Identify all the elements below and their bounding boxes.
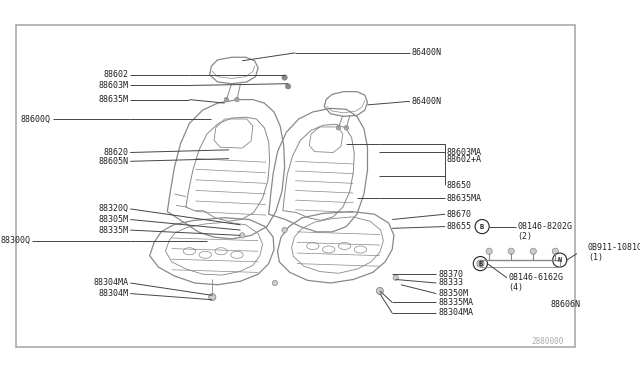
- Text: 88602: 88602: [104, 70, 129, 79]
- Text: N: N: [557, 257, 562, 263]
- Circle shape: [344, 126, 349, 130]
- Text: (1): (1): [588, 253, 603, 262]
- Text: 88602+A: 88602+A: [447, 155, 482, 164]
- Text: 0B911-1081G: 0B911-1081G: [588, 243, 640, 252]
- Circle shape: [477, 260, 484, 267]
- Text: 88300Q: 88300Q: [1, 236, 31, 245]
- Circle shape: [552, 248, 559, 254]
- Text: 88670: 88670: [447, 210, 472, 219]
- Text: 88655: 88655: [447, 222, 472, 231]
- Text: 88605N: 88605N: [99, 157, 129, 166]
- Text: 88635M: 88635M: [99, 95, 129, 104]
- Text: 88335MA: 88335MA: [438, 298, 473, 307]
- Circle shape: [336, 126, 340, 130]
- Text: (2): (2): [517, 232, 532, 241]
- Text: 88304MA: 88304MA: [438, 308, 473, 317]
- Text: 88650: 88650: [447, 181, 472, 190]
- Text: B: B: [478, 261, 483, 267]
- Text: 88350M: 88350M: [438, 289, 468, 298]
- Circle shape: [285, 84, 291, 89]
- Text: 08146-6162G: 08146-6162G: [509, 273, 564, 282]
- Text: 88370: 88370: [438, 270, 463, 279]
- Text: 88603M: 88603M: [99, 81, 129, 90]
- Circle shape: [209, 294, 216, 301]
- Circle shape: [530, 248, 536, 254]
- Circle shape: [376, 288, 383, 295]
- Circle shape: [224, 97, 228, 102]
- Text: 88305M: 88305M: [99, 215, 129, 224]
- Text: 88603MA: 88603MA: [447, 148, 482, 157]
- Circle shape: [508, 248, 515, 254]
- Text: B: B: [480, 224, 484, 230]
- Text: 88304MA: 88304MA: [93, 279, 129, 288]
- Circle shape: [486, 248, 492, 254]
- Text: (4): (4): [509, 283, 524, 292]
- Text: 86400N: 86400N: [412, 97, 442, 106]
- Circle shape: [239, 233, 245, 238]
- Text: 88333: 88333: [438, 279, 463, 288]
- Circle shape: [393, 275, 398, 280]
- Text: 88335M: 88335M: [99, 225, 129, 235]
- Text: 88320Q: 88320Q: [99, 205, 129, 214]
- Circle shape: [282, 227, 287, 233]
- Circle shape: [272, 280, 278, 286]
- Circle shape: [282, 75, 287, 80]
- Text: 86400N: 86400N: [412, 48, 442, 57]
- Text: 88635MA: 88635MA: [447, 194, 482, 203]
- Text: 88304M: 88304M: [99, 289, 129, 298]
- Circle shape: [235, 97, 239, 102]
- Text: 88600Q: 88600Q: [21, 115, 51, 124]
- Text: 88620: 88620: [104, 148, 129, 157]
- Text: 2880000: 2880000: [532, 337, 564, 346]
- Text: 88606N: 88606N: [551, 300, 581, 309]
- Text: 08146-8202G: 08146-8202G: [517, 222, 572, 231]
